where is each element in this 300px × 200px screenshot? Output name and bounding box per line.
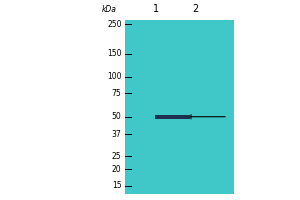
Text: 50: 50 [112, 112, 122, 121]
Text: 37: 37 [112, 130, 122, 139]
Text: 150: 150 [107, 49, 122, 58]
Text: 75: 75 [112, 89, 122, 98]
Text: 15: 15 [112, 181, 122, 190]
Text: 20: 20 [112, 165, 122, 174]
Text: 2: 2 [192, 4, 198, 14]
Bar [124, 20, 234, 194]
Text: 250: 250 [107, 20, 122, 29]
Text: 25: 25 [112, 152, 122, 161]
Text: 100: 100 [107, 72, 122, 81]
Text: 1: 1 [153, 4, 159, 14]
Bar [155, 115, 190, 119]
Text: kDa: kDa [102, 5, 117, 14]
